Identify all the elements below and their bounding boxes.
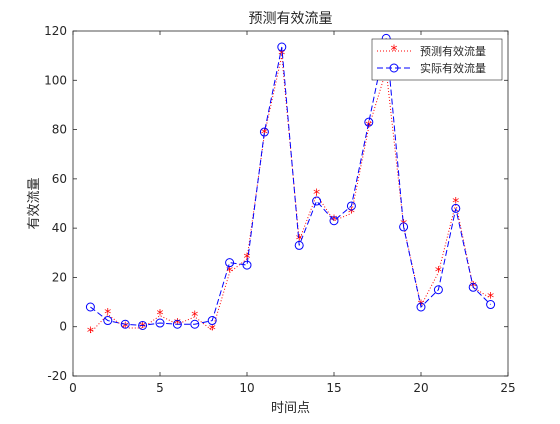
x-tick-label: 0 (69, 381, 77, 395)
data-point-predicted: * (487, 290, 494, 306)
y-ticks: -20 0 20 40 60 80 100 120 (44, 24, 508, 383)
legend-label-predicted: 预测有效流量 (420, 44, 486, 58)
data-point-actual (364, 117, 374, 127)
data-point-predicted: * (313, 187, 320, 203)
x-tick-label: 25 (500, 381, 515, 395)
x-tick-label: 5 (156, 381, 164, 395)
y-tick-label: -20 (47, 369, 67, 383)
data-point-predicted: * (139, 320, 146, 336)
data-point-actual (416, 302, 426, 312)
y-tick-label: 0 (59, 320, 67, 334)
x-tick-label: 20 (413, 381, 428, 395)
data-point-actual (85, 302, 95, 312)
series-layer: ************************ (85, 33, 496, 341)
y-tick-label: 40 (52, 221, 67, 235)
data-point-actual (190, 319, 200, 329)
data-point-actual (120, 319, 130, 329)
data-point-actual (451, 203, 461, 213)
y-tick-label: 100 (44, 73, 67, 87)
legend-label-actual: 实际有效流量 (420, 61, 486, 75)
x-tick-label: 15 (326, 381, 341, 395)
data-point-actual (433, 285, 443, 295)
data-point-predicted: * (104, 306, 111, 322)
legend-marker-actual (389, 63, 399, 73)
y-tick-label: 80 (52, 123, 67, 137)
data-point-actual (172, 319, 182, 329)
data-point-predicted: * (87, 325, 94, 341)
data-point-predicted: * (435, 265, 442, 281)
data-point-actual (259, 127, 269, 137)
data-point-predicted: * (331, 213, 338, 229)
data-point-predicted: * (278, 48, 285, 64)
legend: * 预测有效流量 实际有效流量 (371, 38, 503, 81)
axes-box (72, 30, 509, 377)
chart-title: 预测有效流量 (249, 11, 333, 27)
data-point-actual (294, 240, 304, 250)
data-point-actual (155, 318, 165, 328)
legend-box (371, 38, 503, 81)
legend-marker-predicted: * (391, 43, 398, 59)
data-point-predicted: * (452, 196, 459, 212)
data-point-predicted: * (209, 322, 216, 338)
data-point-predicted: * (191, 309, 198, 325)
series-line-actual (90, 38, 491, 326)
data-point-actual (399, 222, 409, 232)
data-point-predicted: * (365, 119, 372, 135)
y-axis-label: 有效流量 (27, 177, 42, 229)
x-axis-label: 时间点 (271, 401, 310, 416)
x-ticks: 0 5 10 15 20 25 (69, 31, 516, 395)
y-tick-label: 20 (52, 270, 67, 284)
data-point-predicted: * (348, 205, 355, 221)
data-point-predicted: * (244, 251, 251, 267)
y-tick-label: 120 (44, 24, 67, 38)
plot-area (73, 31, 508, 376)
data-point-actual (103, 316, 113, 326)
data-point-actual (486, 300, 496, 310)
y-tick-label: 60 (52, 172, 67, 186)
data-point-predicted: * (296, 232, 303, 248)
x-tick-label: 10 (239, 381, 254, 395)
data-point-predicted: * (226, 265, 233, 281)
data-point-actual (277, 42, 287, 52)
data-point-predicted: * (157, 308, 164, 324)
data-point-actual (468, 282, 478, 292)
data-point-actual (242, 260, 252, 270)
data-point-actual (138, 320, 148, 330)
data-point-actual (312, 196, 322, 206)
data-point-actual (225, 258, 235, 268)
data-point-actual (207, 316, 217, 326)
data-point-actual (329, 216, 339, 226)
data-point-actual (346, 201, 356, 211)
